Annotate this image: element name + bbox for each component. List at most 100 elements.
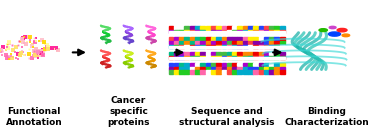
Bar [227,63,232,66]
Bar [200,37,205,41]
Bar [169,70,174,74]
Bar [211,45,216,48]
Bar [274,30,279,33]
Bar [248,52,253,55]
Bar [190,26,195,30]
Bar [184,67,189,70]
Bar [190,41,195,44]
Bar [190,56,195,59]
Bar [184,45,189,48]
Bar [259,52,263,55]
Bar [211,56,216,59]
Bar [222,56,226,59]
Bar [243,30,248,33]
Bar [206,45,211,48]
Bar [179,37,184,41]
Bar [174,37,179,41]
Bar [259,26,263,30]
Bar [269,52,274,55]
Bar [200,67,205,70]
Bar [248,67,253,70]
Bar [211,26,216,30]
Bar [222,67,226,70]
Bar [274,37,279,41]
Bar [248,56,253,59]
Bar [227,41,232,44]
Bar [232,67,237,70]
Bar [259,67,263,70]
Bar [222,30,226,33]
Bar [222,37,226,41]
Bar [259,56,263,59]
Bar [274,56,279,59]
Bar [237,26,242,30]
Bar [264,67,269,70]
Bar [200,56,205,59]
Bar [243,45,248,48]
Bar [190,37,195,41]
Bar [259,70,263,74]
Bar [216,37,221,41]
Bar [179,56,184,59]
Bar [232,45,237,48]
Bar [222,52,226,55]
Bar [200,45,205,48]
Bar [206,30,211,33]
Bar [169,26,174,30]
Bar [184,30,189,33]
Bar [211,37,216,41]
Bar [179,63,184,66]
Bar [280,30,285,33]
Circle shape [342,34,350,37]
Bar [248,26,253,30]
Bar [184,37,189,41]
Bar [264,41,269,44]
Bar [174,70,179,74]
Bar [243,26,248,30]
Bar [227,52,232,55]
Bar [200,30,205,33]
Bar [280,45,285,48]
Bar [206,63,211,66]
Circle shape [337,28,347,32]
Bar [184,56,189,59]
Bar [206,56,211,59]
Bar [248,37,253,41]
Bar [184,26,189,30]
Bar [243,52,248,55]
Bar [243,56,248,59]
Bar [232,52,237,55]
Bar [227,67,232,70]
Bar [211,70,216,74]
Bar [184,63,189,66]
Bar [269,37,274,41]
Bar [259,37,263,41]
Bar [269,67,274,70]
Bar [227,26,232,30]
Bar [190,67,195,70]
Bar [274,67,279,70]
Bar [237,67,242,70]
Bar [264,26,269,30]
Bar [269,70,274,74]
Bar [211,52,216,55]
Bar [211,67,216,70]
Bar [264,56,269,59]
Bar [216,56,221,59]
Bar [200,26,205,30]
Bar [232,37,237,41]
Bar [169,46,285,48]
Bar [237,45,242,48]
Bar [274,70,279,74]
Bar [190,70,195,74]
Bar [200,52,205,55]
Bar [269,56,274,59]
Bar [269,41,274,44]
Bar [169,57,285,59]
Bar [237,70,242,74]
Bar [184,41,189,44]
Bar [216,41,221,44]
Bar [206,37,211,41]
Text: Cancer
specific
proteins: Cancer specific proteins [107,96,150,127]
Bar [195,37,200,41]
